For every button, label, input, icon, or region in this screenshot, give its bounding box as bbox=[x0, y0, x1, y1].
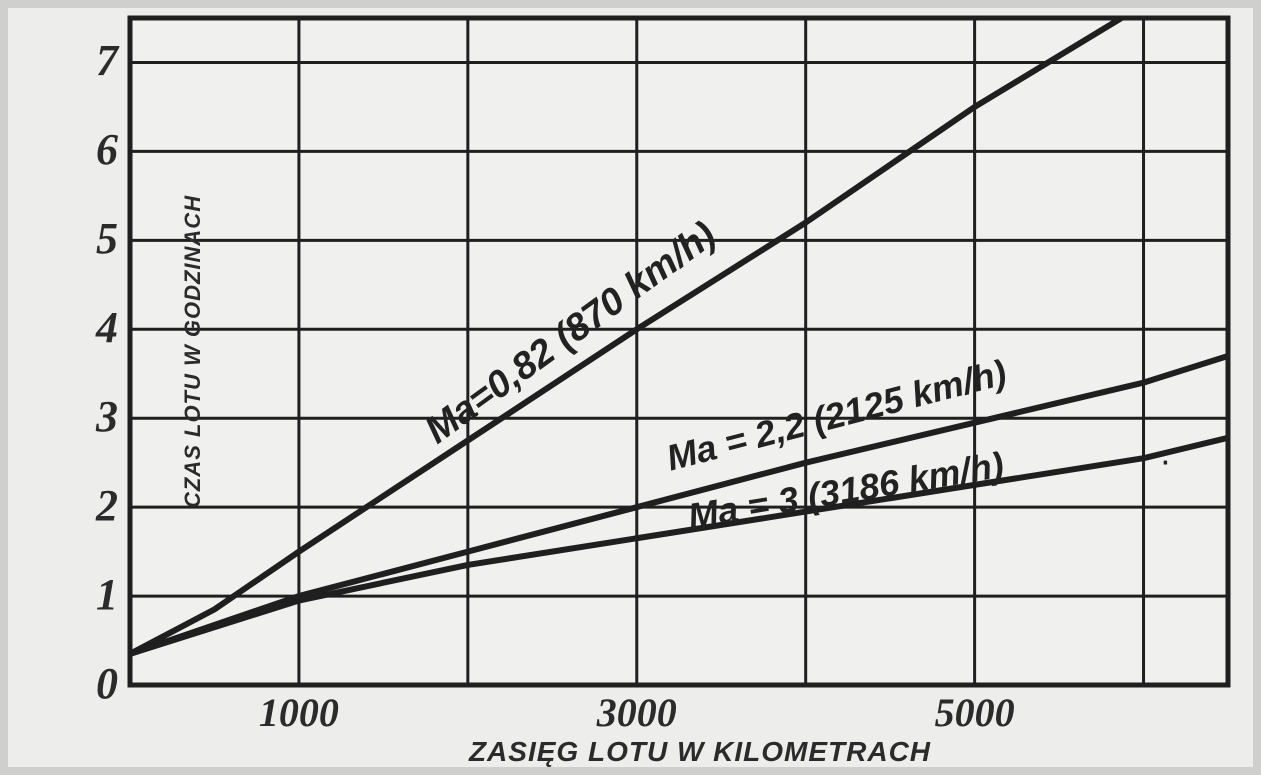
y-axis-label: CZAS LOTU W GODZINACH bbox=[180, 195, 206, 508]
y-tick-7: 7 bbox=[70, 35, 118, 86]
y-tick-4: 4 bbox=[70, 302, 118, 353]
x-tick-1000: 1000 bbox=[239, 689, 359, 736]
chart-frame: { "chart": { "type": "line", "background… bbox=[0, 0, 1261, 775]
x-tick-3000: 3000 bbox=[577, 689, 697, 736]
y-tick-2: 2 bbox=[70, 480, 118, 531]
y-tick-5: 5 bbox=[70, 213, 118, 264]
x-tick-5000: 5000 bbox=[915, 689, 1035, 736]
y-tick-1: 1 bbox=[70, 569, 118, 620]
x-axis-label: ZASIĘG LOTU W KILOMETRACH bbox=[390, 736, 1010, 768]
y-tick-6: 6 bbox=[70, 124, 118, 175]
y-tick-3: 3 bbox=[70, 391, 118, 442]
y-tick-0: 0 bbox=[70, 658, 118, 709]
stray-dot: . bbox=[1160, 431, 1170, 472]
